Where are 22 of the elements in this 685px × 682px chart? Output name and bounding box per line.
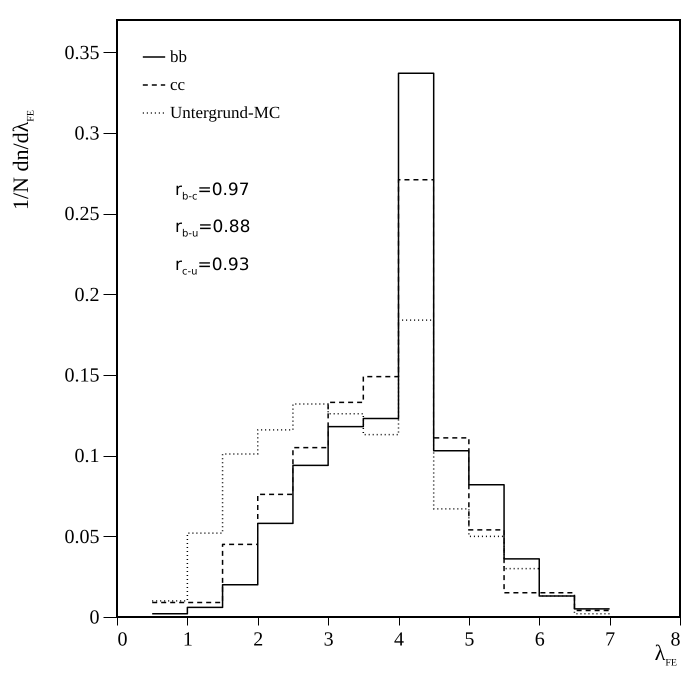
y-tick-label: 0.05 bbox=[64, 526, 100, 548]
y-tick-label: 0.1 bbox=[74, 445, 100, 468]
y-tick-label: 0.15 bbox=[64, 364, 100, 386]
x-tick-label: 1 bbox=[182, 628, 193, 650]
y-tick-label: 0.3 bbox=[74, 122, 100, 144]
x-tick-label: 6 bbox=[534, 628, 545, 650]
y-tick-label: 0 bbox=[90, 606, 100, 628]
x-tick-label: 4 bbox=[394, 628, 404, 650]
x-tick-label: 0 bbox=[118, 628, 128, 650]
y-tick-label: 0.25 bbox=[64, 203, 100, 226]
x-tick-label: 3 bbox=[324, 628, 334, 650]
annotation: r$_{c-u}$=0.93 bbox=[175, 254, 250, 280]
y-tick-label: 0.2 bbox=[74, 284, 100, 306]
x-tick-label: 5 bbox=[464, 628, 474, 650]
x-tick-label: 7 bbox=[605, 628, 616, 650]
annotation: r$_{b-c}$=0.97 bbox=[175, 179, 250, 204]
legend-label: Untergrund-MC bbox=[170, 103, 280, 122]
y-tick-label: 0.35 bbox=[64, 42, 100, 64]
x-tick-label: 2 bbox=[253, 628, 264, 650]
annotation: r$_{b-u}$=0.88 bbox=[175, 216, 250, 242]
legend-label: cc bbox=[170, 75, 186, 94]
legend-label: bb bbox=[170, 47, 187, 66]
